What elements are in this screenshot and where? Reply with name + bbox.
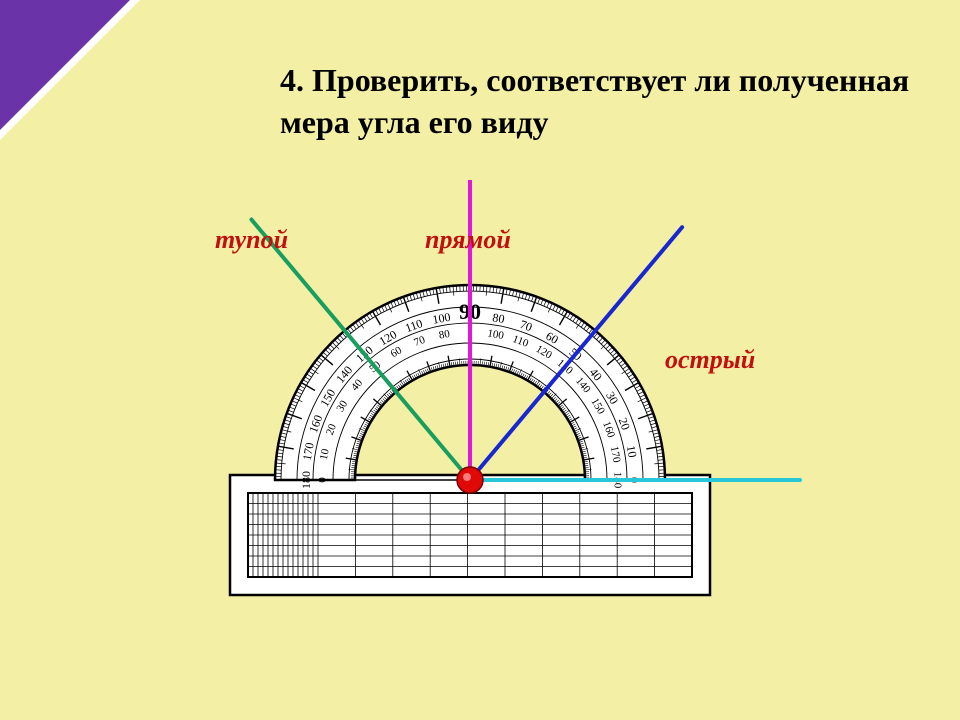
svg-text:0: 0 <box>317 477 329 483</box>
label-obtuse: тупой <box>215 225 288 255</box>
angle-diagram: 0180101702016030150401405013060120701108… <box>120 180 820 660</box>
label-acute: острый <box>665 345 755 375</box>
label-right: прямой <box>425 225 511 255</box>
svg-text:80: 80 <box>491 310 505 326</box>
svg-text:180: 180 <box>299 471 313 489</box>
slide-background: 4. Проверить, соответствует ли полученна… <box>0 0 960 720</box>
corner-fold <box>0 0 130 130</box>
slide-title: 4. Проверить, соответствует ли полученна… <box>280 60 920 143</box>
svg-text:10: 10 <box>624 444 640 458</box>
